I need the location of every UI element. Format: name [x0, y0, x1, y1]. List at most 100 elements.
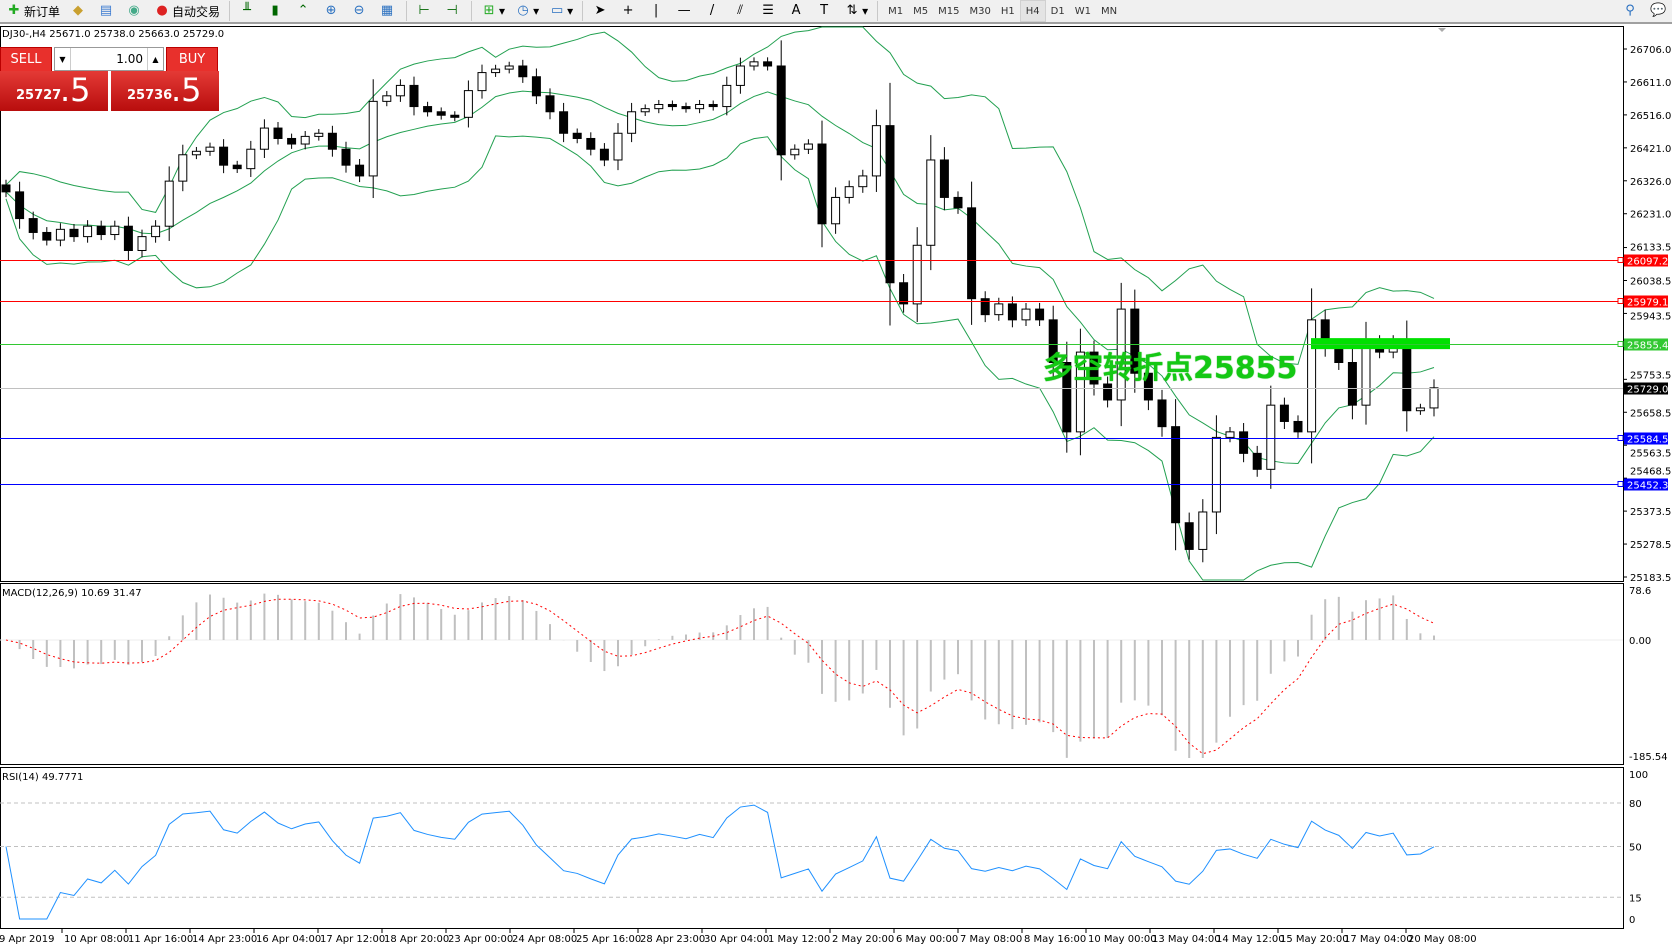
cursor-button[interactable]: ➤ — [588, 0, 614, 22]
bull-candle — [314, 132, 324, 137]
search-button[interactable]: ⚲ — [1618, 0, 1644, 22]
bull-candle — [1211, 436, 1221, 513]
bear-candle — [980, 298, 990, 316]
bull-candle — [205, 146, 215, 152]
price-tick-label: 26231.0 — [1630, 210, 1671, 221]
bull-candle — [654, 103, 664, 110]
vertical-line-button[interactable]: | — [644, 0, 670, 22]
timeframe-m15[interactable]: M15 — [938, 5, 960, 17]
time-label: 10 May 00:00 — [1088, 934, 1157, 945]
signals-button[interactable]: ◉ — [122, 0, 148, 22]
bull-candle — [300, 135, 310, 145]
bull-candle — [912, 244, 922, 305]
zoom-out-button[interactable]: ⊖ — [347, 0, 373, 22]
bear-candle — [1157, 399, 1167, 428]
periods-button[interactable]: ◷ ▾ — [511, 0, 543, 22]
buy-price-button[interactable]: 25736.5 — [111, 71, 219, 111]
horizontal-line-button[interactable]: — — [672, 0, 698, 22]
text-button[interactable]: A — [784, 0, 810, 22]
timeframe-m30[interactable]: M30 — [969, 5, 991, 17]
bull-candle — [1075, 351, 1085, 433]
autoscroll-button[interactable]: ⊢ — [412, 0, 438, 22]
fibonacci-icon: ☰ — [762, 3, 774, 18]
bull-candle — [259, 127, 269, 150]
text-label-button[interactable]: T — [812, 0, 838, 22]
fibonacci-button[interactable]: ☰ — [756, 0, 782, 22]
bear-candle — [531, 76, 541, 97]
lot-size-field[interactable]: ▼ 1.00 ▲ — [54, 47, 164, 71]
history-button[interactable]: ◆ — [66, 0, 92, 22]
add-indicator-icon: ⊞ — [483, 3, 495, 18]
chat-button[interactable]: 💬 — [1646, 0, 1672, 22]
line-chart-button[interactable]: ⌃ — [291, 0, 317, 22]
bull-candle — [83, 225, 93, 238]
zoom-in-icon: ⊕ — [325, 3, 337, 18]
separator — [406, 1, 408, 21]
timeframe-m5[interactable]: M5 — [913, 5, 929, 17]
timeframe-mn[interactable]: MN — [1100, 5, 1118, 17]
templates-button[interactable]: ▭ ▾ — [550, 3, 574, 18]
bear-candle — [953, 196, 963, 209]
time-label: 8 May 16:00 — [1024, 934, 1086, 945]
chart-shift-button[interactable]: ⊣ — [440, 0, 466, 22]
macd-tick-label: -185.54 — [1629, 752, 1668, 763]
bar-chart-button[interactable]: ╨ — [235, 0, 261, 22]
macd-panel-frame — [0, 583, 1624, 765]
line-handle — [1617, 435, 1624, 441]
bear-candle — [423, 106, 433, 113]
lot-decrease-icon[interactable]: ▼ — [55, 48, 71, 70]
price-line-label: 25729.0 — [1627, 385, 1668, 396]
lot-increase-icon[interactable]: ▲ — [147, 48, 163, 70]
auto-trading-button[interactable]: ● 自动交易 — [150, 0, 224, 22]
timeframe-w1[interactable]: W1 — [1074, 5, 1091, 17]
candle-chart-button[interactable]: ▮ — [263, 0, 289, 22]
macd-tick-label: 78.6 — [1629, 586, 1651, 597]
price-line-label: 25979.1 — [1627, 298, 1668, 309]
bear-candle — [681, 106, 691, 110]
price-line-badge — [1624, 382, 1668, 395]
bull-candle — [627, 111, 637, 134]
line-handle — [1617, 298, 1624, 304]
timeframe-d1[interactable]: D1 — [1050, 5, 1065, 17]
time-label: 23 Apr 00:00 — [448, 934, 513, 945]
channel-button[interactable]: ⫽ — [728, 0, 754, 22]
rsi-line — [5, 804, 1435, 920]
price-tick-label: 25658.5 — [1630, 408, 1671, 419]
bull-candle — [1225, 431, 1235, 438]
lot-value[interactable]: 1.00 — [116, 52, 143, 66]
tile-windows-button[interactable]: ▦ — [375, 0, 401, 22]
price-line-badge — [1624, 478, 1668, 491]
time-label: 13 May 04:00 — [1152, 934, 1221, 945]
timeframe-h1[interactable]: H1 — [1000, 5, 1015, 17]
bear-candle — [586, 137, 596, 150]
price-tick-label: 26133.5 — [1630, 243, 1671, 254]
buy-button[interactable]: BUY — [166, 47, 218, 73]
bull-candle — [1021, 308, 1031, 321]
bull-candle — [382, 95, 392, 102]
terminal-button[interactable]: ▤ — [94, 0, 120, 22]
toolbar: ✚ 新订单 ◆ ▤ ◉ ● 自动交易 ╨ ▮ ⌃ ⊕ ⊖ ▦ ⊢ ⊣ ⊞ ▾ ◷ ▾ ▭… — [0, 0, 1672, 24]
new-order-button[interactable]: ✚ 新订单 — [2, 0, 64, 22]
zoom-in-button[interactable]: ⊕ — [319, 0, 345, 22]
bear-candle — [341, 148, 351, 166]
price-chart[interactable]: 26706.0 26611.0 26516.0 26421.0 26326.0 26231… — [0, 24, 1672, 949]
sell-price-button[interactable]: 25727.5 — [0, 71, 108, 111]
bear-candle — [450, 114, 460, 118]
trendline-icon: / — [709, 3, 715, 18]
bear-candle — [1089, 351, 1099, 385]
line-handle — [1617, 257, 1624, 263]
time-label: 17 May 04:00 — [1344, 934, 1413, 945]
macd-signal-line — [5, 598, 1435, 755]
trendline-button[interactable]: / — [700, 0, 726, 22]
arrows-button[interactable]: ⇅ ▾ — [840, 0, 872, 22]
price-line-badge — [1624, 338, 1668, 351]
pivot-zone-marker — [1311, 338, 1450, 350]
timeframe-h4[interactable]: H4 — [1019, 0, 1046, 22]
text-label-icon: T — [820, 3, 829, 18]
bull-candle — [926, 159, 936, 246]
bear-candle — [1062, 362, 1072, 433]
timeframe-m1[interactable]: M1 — [888, 5, 904, 17]
indicators-button[interactable]: ⊞ ▾ — [477, 0, 509, 22]
crosshair-button[interactable]: + — [616, 0, 642, 22]
sell-button[interactable]: SELL — [0, 47, 52, 73]
